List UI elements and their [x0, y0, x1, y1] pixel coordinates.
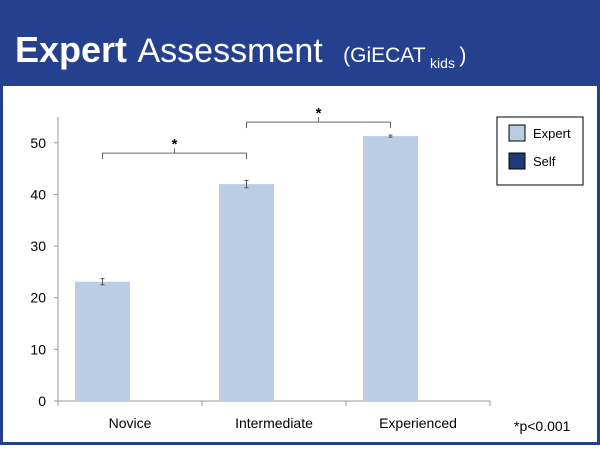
y-tick-label: 20	[30, 290, 46, 306]
title-paren-close: )	[459, 44, 466, 67]
bar	[75, 281, 130, 401]
footnote: *p<0.001	[514, 418, 571, 434]
significance-label: *	[316, 105, 322, 122]
y-tick-label: 0	[38, 393, 46, 409]
slide-title: Expert Assessment (GiECAT kids )	[15, 29, 466, 72]
error-bar	[244, 180, 249, 189]
x-tick-label: Intermediate	[235, 415, 313, 431]
y-tick-label: 40	[30, 186, 46, 202]
bar	[219, 184, 274, 401]
legend-label: Self	[533, 154, 556, 169]
header-band	[0, 0, 600, 86]
x-tick-label: Experienced	[379, 415, 457, 431]
legend-swatch	[508, 152, 526, 170]
error-bar	[388, 134, 393, 138]
significance-bracket	[246, 117, 391, 129]
legend-swatch	[508, 124, 526, 142]
y-tick-label: 50	[30, 135, 46, 151]
significance-bracket	[102, 148, 247, 160]
title-main: Assessment	[138, 32, 324, 70]
x-tick-label: Novice	[109, 415, 152, 431]
significance-label: *	[172, 136, 178, 153]
title-bold: Expert	[15, 29, 127, 70]
legend-label: Expert	[533, 126, 571, 141]
bar	[363, 136, 418, 401]
title-paren: (GiECAT	[343, 44, 426, 67]
y-tick-label: 30	[30, 238, 46, 254]
error-bar	[100, 278, 105, 286]
title-subscript: kids	[430, 55, 455, 71]
y-tick-label: 10	[30, 341, 46, 357]
